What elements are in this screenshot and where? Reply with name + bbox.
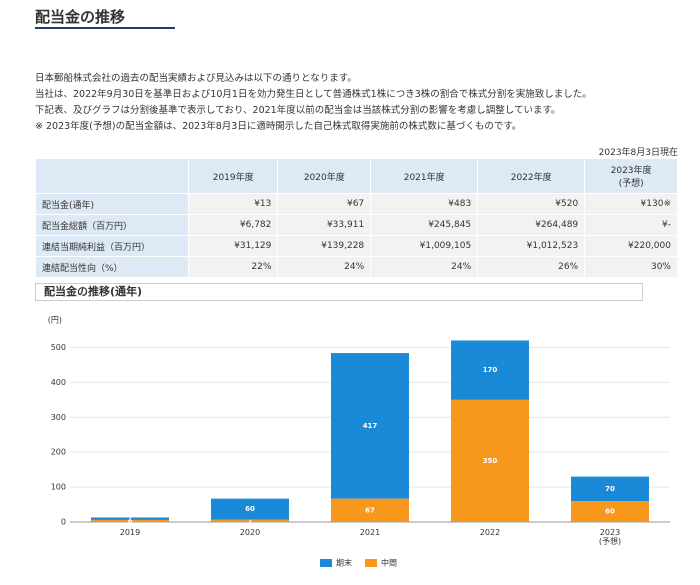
title-underline	[35, 27, 175, 29]
table-cell: 24%	[277, 256, 372, 278]
table-cell: ¥6,782	[187, 214, 279, 236]
x-tick-label: 2020	[240, 528, 260, 537]
bar-segment	[91, 519, 169, 522]
bar-segment	[571, 501, 649, 522]
y-tick-label: 300	[51, 413, 66, 422]
bar-segment	[211, 498, 289, 520]
row-header: 配当金総額（百万円）	[35, 214, 189, 236]
table-cell: ¥13	[187, 193, 279, 215]
paragraph: 当社は、2022年9月30日を基準日および10月1日を効力発生日として普通株式1…	[35, 89, 592, 100]
paragraph: 下記表、及びグラフは分割後基準で表示しており、2021年度以前の配当金は当該株式…	[35, 105, 561, 116]
legend-swatch	[365, 559, 377, 567]
table-cell: 26%	[477, 256, 586, 278]
dividend-table: 2019年度 2020年度 2021年度 2022年度 2023年度 (予想) 配当金(通年…	[35, 158, 678, 278]
x-tick-label: 2023 (予想)	[599, 528, 621, 546]
data-label: 70	[605, 485, 615, 493]
header-row: 2019年度 2020年度 2021年度 2022年度 2023年度 (予想)	[35, 158, 678, 194]
chart-title: 配当金の推移(通年)	[35, 283, 643, 301]
bar-segment	[211, 519, 289, 522]
y-tick-label: 0	[61, 518, 66, 527]
column-header: 2019年度	[187, 158, 279, 194]
bar-segment	[451, 340, 529, 400]
y-tick-label: 100	[51, 483, 66, 492]
column-header: 2020年度	[277, 158, 372, 194]
table-row: 連結配当性向（%） 22% 24% 24% 26% 30%	[35, 256, 678, 278]
page-title: 配当金の推移	[35, 8, 126, 26]
table-row: 配当金総額（百万円） ¥6,782 ¥33,911 ¥245,845 ¥264,489 ¥…	[35, 214, 678, 236]
x-tick-label: 2022	[480, 528, 500, 537]
paragraph: 日本郵船株式会社の過去の配当実績および見込みは以下の通りとなります。	[35, 73, 357, 84]
x-tick-label: 2019	[120, 528, 140, 537]
bar-segment	[571, 476, 649, 502]
legend-swatch	[320, 559, 332, 567]
y-tick-label: 200	[51, 448, 66, 457]
table-cell: 30%	[584, 256, 678, 278]
y-unit: (円)	[48, 316, 62, 325]
table-cell: ¥1,012,523	[477, 235, 586, 257]
table-cell: ¥245,845	[370, 214, 479, 236]
table-cell: ¥31,129	[187, 235, 279, 257]
data-label: 60	[245, 505, 255, 513]
x-tick-label: 2021	[360, 528, 380, 537]
data-label: 350	[483, 457, 498, 465]
legend-label: 中間	[381, 558, 397, 568]
table-row: 連結当期純利益（百万円） ¥31,129 ¥139,228 ¥1,009,105 ¥1,…	[35, 235, 678, 257]
bar-segment	[331, 498, 409, 522]
row-header: 連結配当性向（%）	[35, 256, 189, 278]
table-cell: 22%	[187, 256, 279, 278]
table-cell: ¥67	[277, 193, 372, 215]
data-label: 7	[248, 517, 253, 525]
data-label: 67	[365, 506, 375, 514]
data-label: 417	[363, 422, 378, 430]
table-cell: ¥483	[370, 193, 479, 215]
legend-label: 期末	[336, 558, 352, 568]
table-row: 配当金(通年) ¥13 ¥67 ¥483 ¥520 ¥130※	[35, 193, 678, 215]
data-label: 6	[128, 517, 133, 525]
bar-segment	[331, 353, 409, 499]
table-cell: ¥264,489	[477, 214, 586, 236]
data-label: 7	[128, 515, 133, 523]
paragraph: ※ 2023年度(予想)の配当金額は、2023年8月3日に適時開示した自己株式取…	[35, 121, 522, 132]
table-cell: ¥-	[584, 214, 678, 236]
y-tick-label: 400	[51, 378, 66, 387]
table-cell: 24%	[370, 256, 479, 278]
y-tick-label: 500	[51, 343, 66, 352]
table-cell: ¥1,009,105	[370, 235, 479, 257]
bar-segment	[451, 399, 529, 522]
data-label: 170	[483, 366, 498, 374]
corner-cell	[35, 158, 189, 194]
as-of-date: 2023年8月3日現在	[598, 148, 678, 158]
bar-segment	[91, 517, 169, 520]
table-cell: ¥139,228	[277, 235, 372, 257]
data-label: 60	[605, 508, 615, 516]
column-header: 2023年度 (予想)	[584, 158, 678, 194]
